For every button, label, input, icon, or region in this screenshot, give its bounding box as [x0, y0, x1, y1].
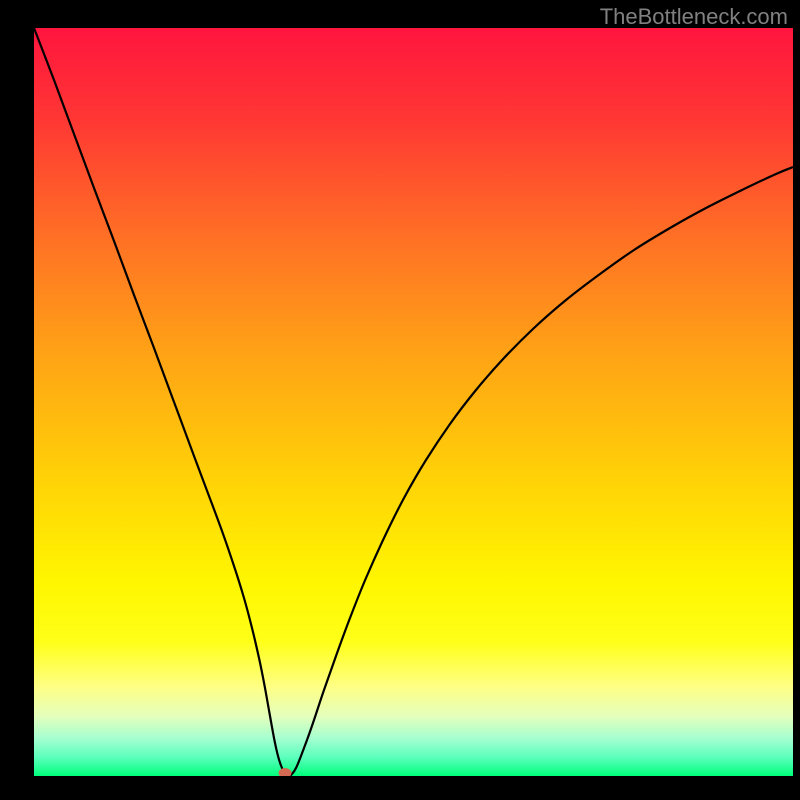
curve-path [34, 28, 793, 776]
bottleneck-curve [34, 28, 793, 776]
chart-container: TheBottleneck.com [0, 0, 800, 800]
plot-area [34, 28, 793, 776]
watermark-text: TheBottleneck.com [600, 4, 788, 30]
frame-border [793, 28, 800, 776]
frame-border [0, 28, 34, 776]
optimum-marker [279, 768, 292, 776]
frame-border [0, 776, 800, 800]
